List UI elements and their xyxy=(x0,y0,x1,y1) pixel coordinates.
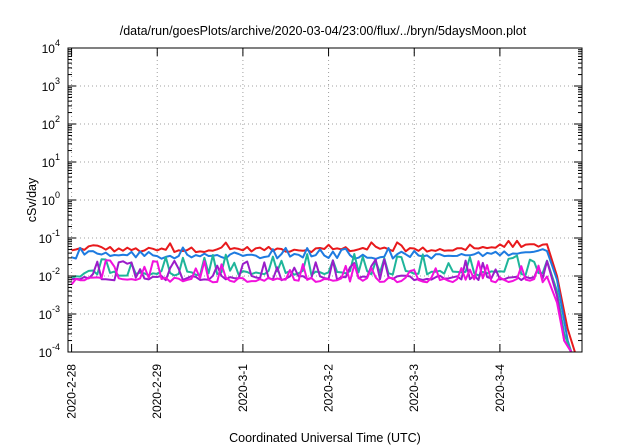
y-tick-exponent: 0 xyxy=(55,190,60,200)
y-tick-exponent: 2 xyxy=(55,114,60,124)
x-tick-labels: 2020-2-28 2020-2-29 2020-3-1 2020-3-2 2020-3… xyxy=(65,364,507,419)
x-tick-label: 2020-2-28 xyxy=(65,364,79,419)
y-tick-exponent: -2 xyxy=(52,266,60,276)
grid xyxy=(68,48,582,352)
y-tick-exponent: 1 xyxy=(55,152,60,162)
x-tick-label: 2020-2-29 xyxy=(150,364,164,419)
x-tick-label: 2020-3-2 xyxy=(322,364,336,412)
series-line-3 xyxy=(71,253,573,353)
chart-title: /data/run/goesPlots/archive/2020-03-04/2… xyxy=(120,24,527,38)
y-tick-exponent: -1 xyxy=(52,228,60,238)
y-tick-exponent: -3 xyxy=(52,304,60,314)
y-tick-exponent: 4 xyxy=(55,38,60,48)
ticks xyxy=(68,47,582,353)
series-line-1 xyxy=(71,239,576,353)
y-axis-label: cSv/day xyxy=(25,177,39,222)
y-tick-exponent: -4 xyxy=(52,342,60,352)
x-tick-label: 2020-3-4 xyxy=(493,364,507,412)
y-tick-exponent: 3 xyxy=(55,76,60,86)
series-group xyxy=(70,239,576,353)
x-axis-label: Coordinated Universal Time (UTC) xyxy=(229,431,421,445)
series-line-5 xyxy=(70,259,573,353)
series-line-4 xyxy=(71,258,573,353)
x-tick-label: 2020-3-3 xyxy=(407,364,421,412)
series-line-2 xyxy=(71,246,573,353)
x-tick-label: 2020-3-1 xyxy=(236,364,250,412)
